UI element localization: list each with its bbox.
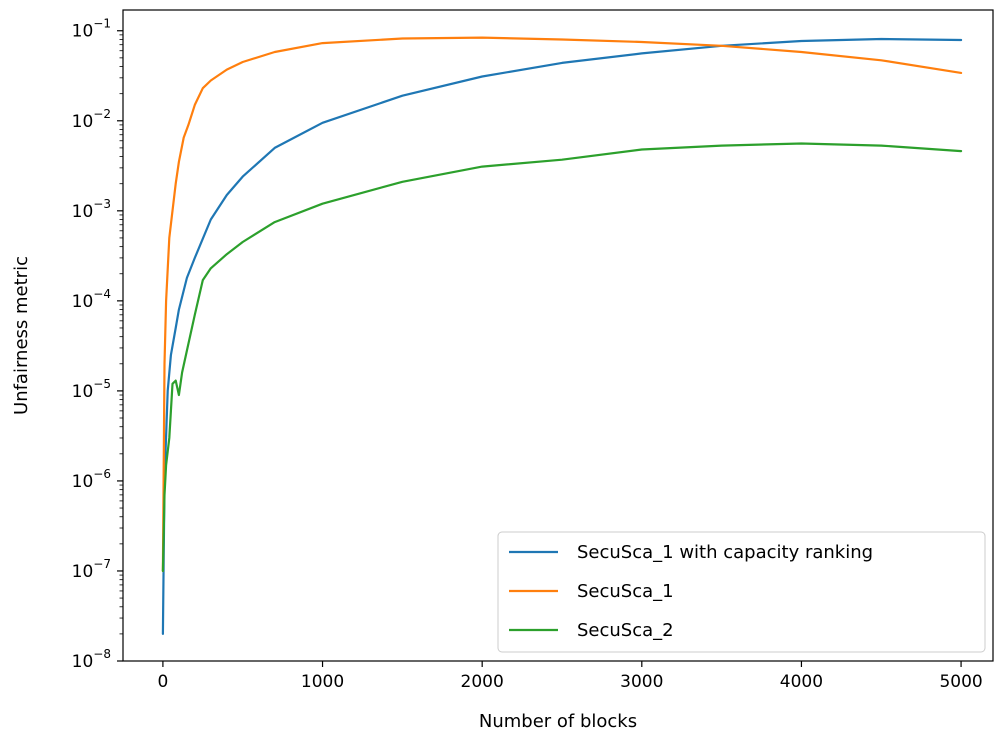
y-tick-label: 10−7 (72, 557, 111, 582)
series-line-2 (161, 36, 963, 573)
legend-label-2: SecuSca_1 (577, 581, 674, 602)
y-tick-label: 10−4 (72, 287, 111, 312)
y-tick-label: 10−3 (72, 197, 111, 222)
x-tick-label: 2000 (461, 672, 504, 692)
series-line-3 (161, 142, 963, 573)
x-tick-label: 0 (157, 672, 168, 692)
legend-box (497, 531, 986, 653)
y-tick-label: 10−8 (72, 647, 111, 672)
x-tick-label: 1000 (301, 672, 344, 692)
x-tick-label: 3000 (620, 672, 663, 692)
y-axis: 10−8 10−7 10−6 10−5 10−4 10−3 10−2 10−1 (72, 17, 123, 672)
y-tick-label: 10−6 (72, 467, 111, 492)
x-axis-label: Number of blocks (479, 711, 637, 732)
y-axis-label: Unfairness metric (11, 256, 32, 415)
x-tick-label: 5000 (939, 672, 982, 692)
y-tick-label: 10−1 (72, 17, 111, 42)
x-axis: 0 1000 2000 3000 4000 5000 (157, 661, 983, 692)
series-line-1 (161, 37, 963, 636)
legend-label-3: SecuSca_2 (577, 620, 674, 641)
y-tick-label: 10−5 (72, 377, 111, 402)
series-layer (161, 36, 963, 636)
legend-label-1: SecuSca_1 with capacity ranking (577, 542, 873, 563)
x-tick-label: 4000 (780, 672, 823, 692)
legend: SecuSca_1 with capacity ranking SecuSca_1… (497, 531, 986, 653)
plot-frame (122, 9, 994, 662)
y-tick-label: 10−2 (72, 107, 111, 132)
